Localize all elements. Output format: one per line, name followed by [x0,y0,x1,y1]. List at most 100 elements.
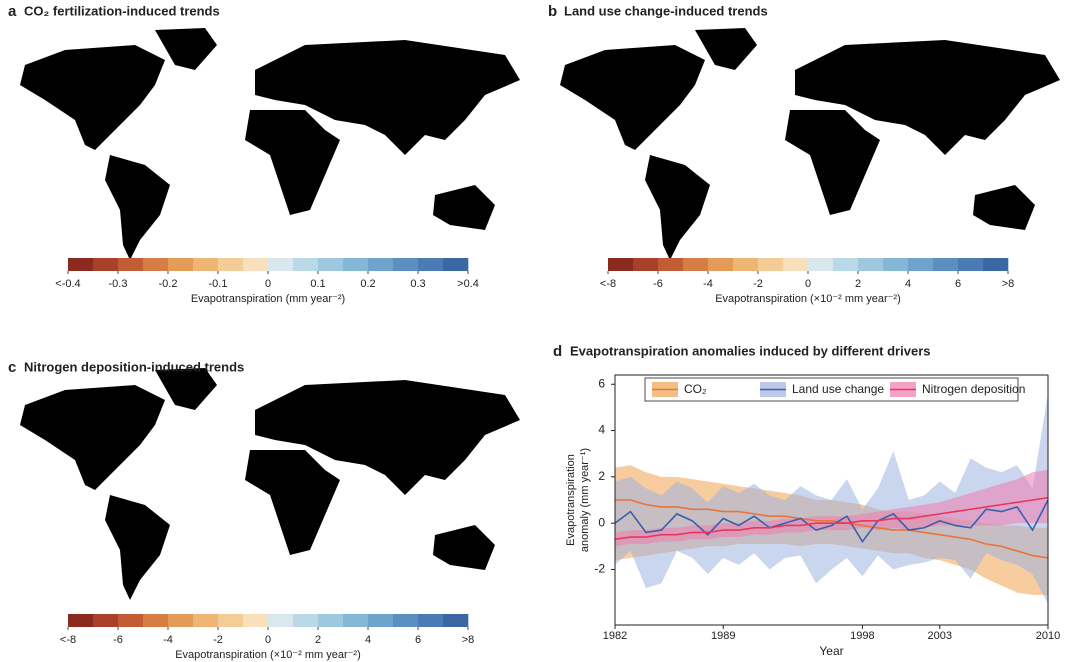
y-tick-label: -2 [594,562,605,576]
legend-label: CO₂ [684,382,707,396]
colorbar-cell [93,614,119,627]
colorbar-label: Evapotranspiration (×10⁻² mm year⁻²) [715,293,901,305]
colorbar-tick-label: -6 [653,278,663,290]
colorbar-cell [443,614,469,627]
colorbar-cell [933,258,959,271]
map-a [20,28,520,260]
colorbar-cell [418,614,444,627]
colorbar-cell [118,258,144,271]
panel-letter: b [548,3,557,20]
x-tick-label: 1989 [711,630,735,642]
legend-label: Nitrogen deposition [922,382,1025,396]
colorbar-cell [858,258,884,271]
y-axis-label: Evapotranspiration [565,454,577,546]
colorbar-tick-label: 4 [905,278,911,290]
colorbar-tick-label: <-8 [60,634,76,646]
colorbar-tick-label: <-8 [600,278,616,290]
colorbar-cell [683,258,709,271]
colorbar-tick-label: <-0.4 [55,278,80,290]
colorbar-cell [983,258,1009,271]
colorbar-tick-label: 0 [265,278,271,290]
colorbar-tick-label: -6 [113,634,123,646]
line [615,499,1049,559]
colorbar-tick-label: -4 [703,278,713,290]
y-tick-label: 2 [598,469,605,483]
colorbar-tick-label: -2 [213,634,223,646]
colorbar-cell [733,258,759,271]
colorbar-cell [268,258,294,271]
colorbar-tick-label: 6 [955,278,961,290]
colorbar-cell [168,258,194,271]
x-tick-label: 1998 [850,630,874,642]
colorbar-tick-label: -0.3 [109,278,128,290]
colorbar-tick-label: 0 [265,634,271,646]
colorbar-cell [193,258,219,271]
panel-title: Evapotranspiration anomalies induced by … [570,343,930,358]
colorbar-label: Evapotranspiration (×10⁻² mm year⁻²) [175,649,361,661]
colorbar-cell [268,614,294,627]
colorbar-cell [343,258,369,271]
x-axis-label: Year [819,644,843,658]
colorbar-cell [758,258,784,271]
colorbar-cell [143,258,169,271]
colorbar-tick-label: -0.2 [159,278,178,290]
colorbar-tick-label: 2 [315,634,321,646]
y-tick-label: 6 [598,376,605,390]
colorbar-label: Evapotranspiration (mm year⁻²) [191,293,345,305]
colorbar-cell [193,614,219,627]
colorbar-cell [608,258,634,271]
colorbar-tick-label: 0.2 [360,278,375,290]
y-tick-label: 0 [598,515,605,529]
line [614,499,1049,544]
colorbar-cell [243,258,269,271]
colorbar-tick-label: -2 [753,278,763,290]
colorbar-cell [318,614,344,627]
legend-box [644,377,1019,402]
colorbar-cell [958,258,984,271]
colorbar-cell [293,258,319,271]
colorbar-cell [393,258,419,271]
panel-letter: a [8,3,17,20]
band [615,393,1048,605]
plot-frame [614,374,1049,626]
colorbar-cell [243,614,269,627]
line [614,496,1049,541]
colorbar-cell [708,258,734,271]
map-c [20,368,520,600]
panel-letter: d [553,343,562,360]
band [615,469,1048,547]
colorbar-tick-label: 0.3 [410,278,425,290]
colorbar-tick-label: 6 [415,634,421,646]
x-tick-label: 1982 [603,630,627,642]
panel-title: CO₂ fertilization-induced trends [24,3,220,18]
colorbar-tick-label: -4 [163,634,173,646]
colorbar-tick-label: 0 [805,278,811,290]
panel-letter: c [8,359,16,376]
colorbar-cell [318,258,344,271]
colorbar-tick-label: >8 [462,634,475,646]
colorbar-cell [633,258,659,271]
y-tick-label: 4 [598,423,605,437]
colorbar-cell [658,258,684,271]
colorbar-cell [368,258,394,271]
colorbar-cell [418,258,444,271]
colorbar-cell [68,614,94,627]
colorbar-cell [293,614,319,627]
panel-title: Nitrogen deposition-induced trends [24,359,244,374]
colorbar-cell [143,614,169,627]
colorbar-cell [443,258,469,271]
colorbar-cell [343,614,369,627]
colorbar-cell [93,258,119,271]
y-axis-label: anomaly (mm year⁻¹) [579,448,591,552]
colorbar-cell [808,258,834,271]
colorbar-cell [218,614,244,627]
colorbar-tick-label: -0.1 [209,278,228,290]
colorbar-tick-label: 4 [365,634,371,646]
colorbar-tick-label: 2 [855,278,861,290]
colorbar-cell [908,258,934,271]
colorbar-cell [368,614,394,627]
colorbar-cell [783,258,809,271]
colorbar-cell [833,258,859,271]
colorbar-tick-label: >0.4 [457,278,479,290]
